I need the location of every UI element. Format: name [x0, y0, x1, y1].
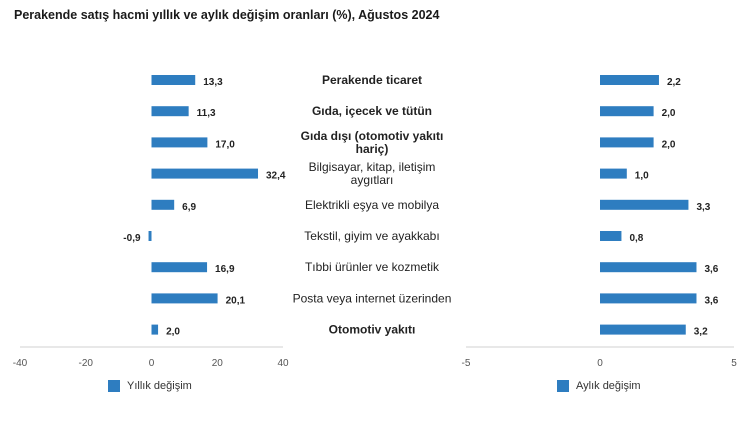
- category-label-4: Elektrikli eşya ve mobilya: [305, 198, 439, 212]
- data-label-monthly-4: 3,3: [696, 202, 710, 213]
- category-label-line: Posta veya internet üzerinden: [293, 291, 452, 305]
- category-label-line: Elektrikli eşya ve mobilya: [305, 198, 439, 212]
- legend-swatch-monthly: [557, 380, 569, 392]
- category-label-line: Perakende ticaret: [322, 73, 422, 87]
- category-label-line: hariç): [356, 142, 389, 156]
- x-tick-label-monthly: 0: [597, 358, 603, 369]
- data-label-monthly-7: 3,6: [704, 295, 718, 306]
- category-label-line: Gıda dışı (otomotiv yakıtı: [301, 129, 444, 143]
- data-label-monthly-5: 0,8: [629, 233, 643, 244]
- category-label-3: Bilgisayar, kitap, iletişim aygıtları: [309, 160, 436, 187]
- x-tick-label-annual: -40: [13, 358, 28, 369]
- data-label-monthly-8: 3,2: [694, 327, 708, 338]
- category-label-2: Gıda dışı (otomotiv yakıtı hariç): [301, 129, 444, 156]
- x-tick-label-monthly: 5: [731, 358, 737, 369]
- x-tick-label-annual: 40: [277, 358, 289, 369]
- bar-annual-0: [151, 75, 196, 85]
- bar-monthly-0: [600, 75, 659, 85]
- category-label-6: Tıbbi ürünler ve kozmetik: [305, 260, 440, 274]
- x-tick-label-annual: 0: [149, 358, 155, 369]
- category-label-line: Tekstil, giyim ve ayakkabı: [304, 229, 439, 243]
- bar-monthly-6: [600, 262, 697, 273]
- bar-annual-8: [151, 324, 159, 335]
- bar-annual-4: [151, 199, 175, 210]
- x-tick-label-annual: -20: [79, 358, 94, 369]
- data-label-annual-1: 11,3: [197, 108, 216, 119]
- bar-annual-6: [151, 262, 208, 273]
- legend-monthly: Aylık değişim: [557, 380, 641, 392]
- data-label-monthly-2: 2,0: [662, 139, 676, 150]
- category-label-5: Tekstil, giyim ve ayakkabı: [304, 229, 439, 243]
- data-label-annual-3: 32,4: [266, 171, 286, 182]
- category-label-line: Otomotiv yakıtı: [329, 323, 416, 337]
- legend-label-monthly: Aylık değişim: [576, 380, 641, 392]
- data-label-monthly-0: 2,2: [667, 77, 681, 88]
- bar-monthly-1: [600, 106, 654, 117]
- category-label-0: Perakende ticaret: [322, 73, 422, 87]
- data-label-monthly-6: 3,6: [704, 264, 718, 275]
- bar-annual-1: [151, 106, 189, 117]
- category-label-line: Tıbbi ürünler ve kozmetik: [305, 260, 440, 274]
- data-label-monthly-1: 2,0: [662, 108, 676, 119]
- category-label-line: Gıda, içecek ve tütün: [312, 104, 432, 118]
- data-label-annual-0: 13,3: [203, 77, 223, 88]
- x-tick-label-annual: 20: [212, 358, 224, 369]
- legend-annual: Yıllık değişim: [108, 380, 192, 392]
- bar-monthly-7: [600, 293, 697, 304]
- bar-monthly-4: [600, 199, 689, 210]
- bar-monthly-3: [600, 168, 627, 179]
- category-label-line: aygıtları: [351, 173, 394, 187]
- data-label-annual-4: 6,9: [182, 202, 196, 213]
- bar-annual-2: [151, 137, 208, 148]
- bar-annual-5: [148, 231, 152, 241]
- chart-title: Perakende satış hacmi yıllık ve aylık de…: [14, 8, 440, 22]
- legend-label-annual: Yıllık değişim: [127, 380, 192, 392]
- data-label-annual-5: -0,9: [123, 233, 141, 244]
- data-label-annual-2: 17,0: [215, 139, 235, 150]
- bar-annual-3: [151, 168, 259, 179]
- bar-annual-7: [151, 293, 218, 304]
- data-label-annual-7: 20,1: [226, 295, 246, 306]
- data-label-monthly-3: 1,0: [635, 171, 649, 182]
- data-label-annual-6: 16,9: [215, 264, 235, 275]
- category-label-line: Bilgisayar, kitap, iletişim: [309, 160, 436, 174]
- bar-monthly-2: [600, 137, 654, 148]
- category-label-7: Posta veya internet üzerinden: [293, 291, 452, 305]
- bar-monthly-8: [600, 324, 686, 335]
- bar-monthly-5: [600, 231, 622, 241]
- category-label-8: Otomotiv yakıtı: [329, 323, 416, 337]
- category-label-1: Gıda, içecek ve tütün: [312, 104, 432, 118]
- x-tick-label-monthly: -5: [462, 358, 471, 369]
- data-label-annual-8: 2,0: [166, 327, 180, 338]
- legend-swatch-annual: [108, 380, 120, 392]
